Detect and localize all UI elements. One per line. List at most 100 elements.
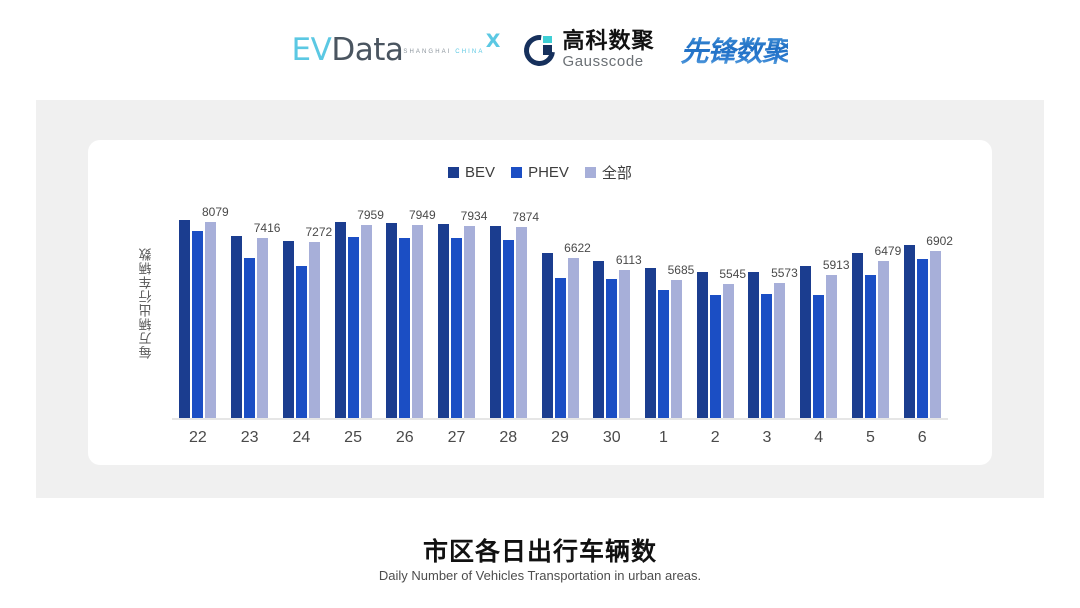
bar-value-label: 7272 bbox=[305, 225, 333, 239]
gausscode-name-cn: 高科数聚 bbox=[562, 29, 655, 54]
bar-bev[interactable] bbox=[334, 222, 346, 418]
bar-triplet bbox=[282, 241, 320, 418]
bar-bev[interactable] bbox=[386, 223, 398, 418]
bar-all[interactable] bbox=[670, 280, 682, 418]
bar-bev[interactable] bbox=[179, 220, 191, 418]
gausscode-name-en: Gausscode bbox=[562, 53, 644, 70]
bar-bev[interactable] bbox=[696, 272, 708, 418]
bar-group: 5685 bbox=[638, 200, 694, 418]
gausscode-accent-square bbox=[543, 35, 553, 43]
x-axis-tick: 5 bbox=[865, 429, 875, 446]
bar-group: 6479 bbox=[845, 200, 901, 418]
legend-label-all: 全部 bbox=[601, 164, 632, 182]
bar-bev[interactable] bbox=[748, 272, 760, 418]
x-axis-tick: 26 bbox=[395, 429, 414, 446]
bar-group: 7949 bbox=[379, 200, 436, 418]
bar-phev[interactable] bbox=[761, 294, 773, 418]
bar-phev[interactable] bbox=[347, 237, 359, 418]
bar-bev[interactable] bbox=[800, 266, 812, 418]
evdata-letter-v: V bbox=[310, 31, 332, 68]
bar-triplet bbox=[851, 253, 889, 418]
bar-phev[interactable] bbox=[451, 238, 463, 418]
bar-value-label: 8079 bbox=[202, 205, 229, 219]
bar-phev[interactable] bbox=[295, 266, 307, 418]
x-axis-tick: 22 bbox=[188, 429, 207, 446]
bar-group: 6113 bbox=[586, 200, 642, 418]
bar-phev[interactable] bbox=[502, 240, 514, 418]
bar-value-label: 5545 bbox=[719, 267, 747, 281]
bar-all[interactable] bbox=[360, 225, 372, 418]
bar-triplet bbox=[644, 268, 682, 418]
bar-all[interactable] bbox=[257, 238, 269, 418]
bar-value-label: 5685 bbox=[667, 263, 695, 277]
bar-all[interactable] bbox=[774, 283, 786, 418]
evdata-tagline: SHANGHAI CHINA bbox=[403, 49, 484, 55]
bar-all[interactable] bbox=[929, 251, 941, 418]
bar-bev[interactable] bbox=[903, 245, 915, 418]
bar-phev[interactable] bbox=[916, 259, 928, 418]
bar-phev[interactable] bbox=[813, 295, 825, 418]
bar-bev[interactable] bbox=[231, 236, 243, 418]
legend-label-phev: PHEV bbox=[528, 163, 569, 181]
bar-phev[interactable] bbox=[864, 275, 876, 418]
bar-triplet bbox=[748, 272, 786, 418]
legend-item-phev[interactable]: PHEV bbox=[511, 164, 569, 181]
bar-phev[interactable] bbox=[554, 278, 566, 418]
legend-swatch-bev bbox=[448, 166, 460, 178]
bar-value-label: 7416 bbox=[253, 221, 281, 235]
bar-all[interactable] bbox=[464, 226, 476, 418]
bar-group: 5913 bbox=[793, 200, 850, 418]
bar-phev[interactable] bbox=[192, 231, 204, 418]
bar-all[interactable] bbox=[877, 261, 889, 418]
bar-groups: 8079 7416 7272 7959 7949 7934 7874 6622 6113 5685… bbox=[172, 200, 953, 418]
bar-phev[interactable] bbox=[399, 238, 411, 418]
bar-triplet bbox=[386, 223, 424, 418]
gausscode-dark-square bbox=[543, 44, 553, 55]
legend-item-all[interactable]: 全部 bbox=[584, 162, 632, 183]
bar-all[interactable] bbox=[308, 242, 320, 418]
gausscode-mark-icon bbox=[518, 28, 562, 72]
bar-bev[interactable] bbox=[593, 261, 605, 418]
bar-all[interactable] bbox=[619, 270, 631, 418]
x-axis-tick: 6 bbox=[917, 429, 927, 446]
bar-phev[interactable] bbox=[657, 290, 669, 418]
bar-triplet bbox=[903, 245, 941, 418]
legend-label-bev: BEV bbox=[465, 163, 496, 181]
evdata-wordmark: EVData bbox=[291, 31, 404, 68]
bar-phev[interactable] bbox=[709, 295, 721, 418]
bar-bev[interactable] bbox=[644, 268, 656, 418]
bar-all[interactable] bbox=[567, 258, 579, 418]
caption-title-cn: 市区各日出行车辆数 bbox=[422, 537, 657, 566]
bar-triplet bbox=[593, 261, 631, 418]
evdata-letter-e: E bbox=[291, 31, 312, 68]
bar-bev[interactable] bbox=[438, 224, 450, 418]
bar-bev[interactable] bbox=[851, 253, 863, 418]
bar-phev[interactable] bbox=[244, 258, 256, 418]
bar-value-label: 6479 bbox=[874, 244, 902, 258]
evdata-tagline-china: CHINA bbox=[455, 48, 485, 55]
bar-all[interactable] bbox=[826, 275, 838, 418]
bar-triplet bbox=[696, 272, 734, 418]
bar-triplet bbox=[438, 224, 476, 418]
bar-all[interactable] bbox=[515, 227, 527, 418]
bar-group: 8079 bbox=[172, 200, 229, 418]
bar-bev[interactable] bbox=[489, 226, 501, 418]
x-axis-line bbox=[172, 418, 948, 420]
legend-swatch-phev bbox=[511, 166, 523, 178]
bar-phev[interactable] bbox=[606, 279, 618, 418]
legend-item-bev[interactable]: BEV bbox=[448, 164, 495, 181]
bar-group: 5545 bbox=[689, 200, 746, 418]
bar-group: 7272 bbox=[275, 200, 332, 418]
x-axis-tick: 2 bbox=[710, 429, 720, 446]
bar-all[interactable] bbox=[722, 284, 734, 418]
bar-all[interactable] bbox=[412, 225, 424, 418]
bar-group: 6622 bbox=[534, 200, 591, 418]
x-axis-tick: 29 bbox=[551, 429, 569, 446]
bar-bev[interactable] bbox=[541, 253, 553, 418]
bar-bev[interactable] bbox=[282, 241, 294, 418]
bar-value-label: 7959 bbox=[357, 208, 384, 222]
x-axis-tick: 28 bbox=[499, 429, 518, 446]
bar-all[interactable] bbox=[205, 222, 217, 418]
bar-value-label: 7874 bbox=[512, 210, 540, 224]
